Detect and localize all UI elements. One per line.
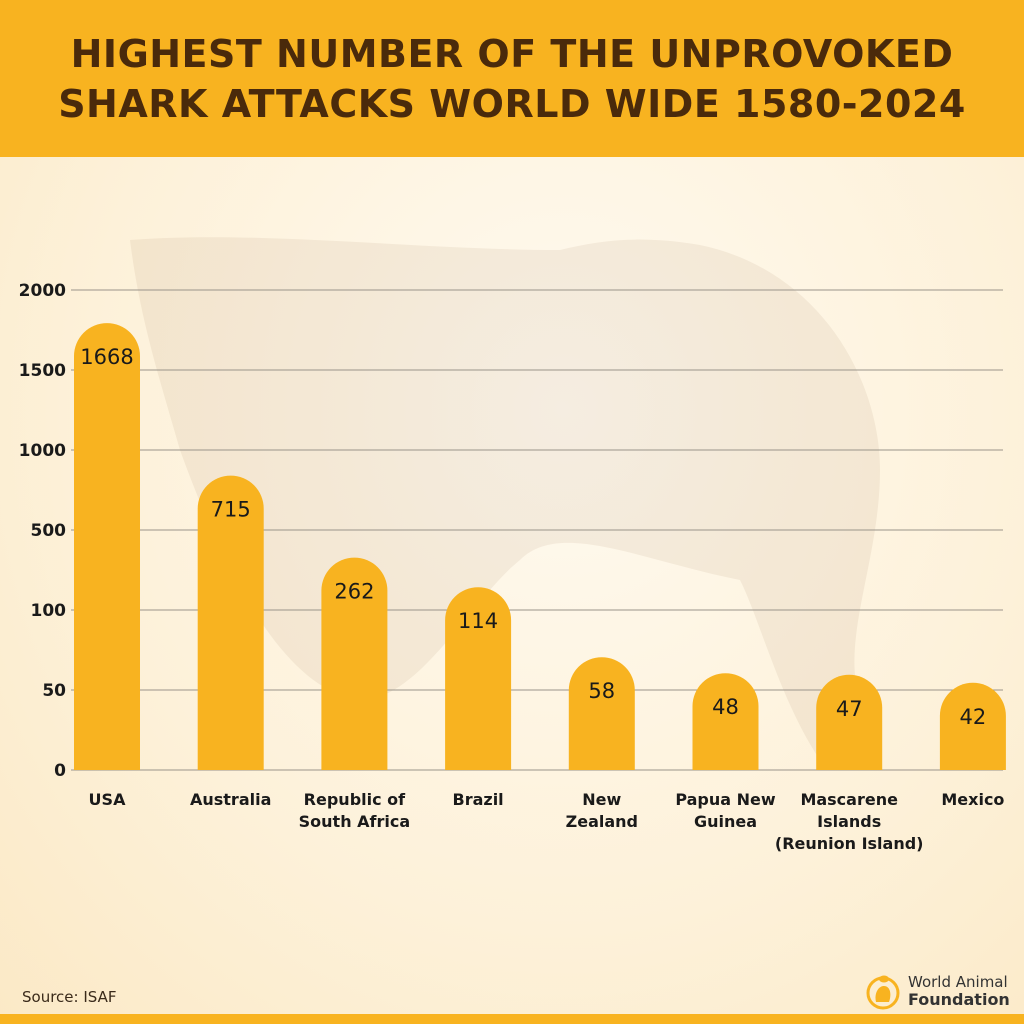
chart-title: HIGHEST NUMBER OF THE UNPROVOKED SHARK A… bbox=[58, 31, 966, 126]
data-label: 262 bbox=[334, 580, 374, 604]
logo-line2: Foundation bbox=[908, 989, 1010, 1009]
world-animal-foundation-logo: World Animal Foundation bbox=[864, 972, 1010, 1010]
bar bbox=[74, 323, 140, 770]
x-tick-label: New Zealand bbox=[566, 790, 638, 831]
data-label: 58 bbox=[588, 679, 615, 703]
x-tick-label: Papua New Guinea bbox=[675, 790, 776, 831]
data-label: 715 bbox=[211, 498, 251, 522]
source-note: Source: ISAF bbox=[22, 988, 117, 1006]
bar bbox=[816, 674, 883, 770]
y-tick-label: 100 bbox=[31, 601, 67, 621]
y-tick-label: 0 bbox=[54, 761, 66, 781]
bar bbox=[568, 657, 635, 770]
y-tick-label: 2000 bbox=[19, 281, 66, 301]
x-tick-label: Republic of South Africa bbox=[299, 790, 411, 831]
bottom-strip bbox=[0, 1014, 1024, 1024]
logo-line1: World Animal bbox=[908, 972, 1008, 991]
data-label: 114 bbox=[458, 609, 498, 633]
bar bbox=[692, 673, 759, 770]
bar bbox=[445, 587, 512, 770]
bar bbox=[321, 557, 388, 770]
x-tick-label: Mascarene Islands (Reunion Island) bbox=[775, 790, 924, 853]
x-tick-label: Mexico bbox=[941, 790, 1004, 809]
x-tick-label: Brazil bbox=[453, 790, 504, 809]
y-tick-label: 1500 bbox=[19, 361, 66, 381]
bar bbox=[197, 475, 264, 770]
header-banner: HIGHEST NUMBER OF THE UNPROVOKED SHARK A… bbox=[0, 0, 1024, 157]
data-label: 42 bbox=[960, 705, 987, 729]
x-tick-label: Australia bbox=[190, 790, 271, 809]
data-label: 48 bbox=[712, 695, 739, 719]
bird-dog-logo-icon bbox=[866, 975, 900, 1010]
x-tick-label: USA bbox=[89, 790, 127, 809]
y-tick-label: 50 bbox=[42, 681, 66, 701]
data-label: 47 bbox=[836, 697, 863, 721]
y-tick-label: 1000 bbox=[19, 441, 66, 461]
bar bbox=[939, 682, 1006, 770]
data-label: 1668 bbox=[80, 345, 133, 369]
y-tick-label: 500 bbox=[31, 521, 67, 541]
